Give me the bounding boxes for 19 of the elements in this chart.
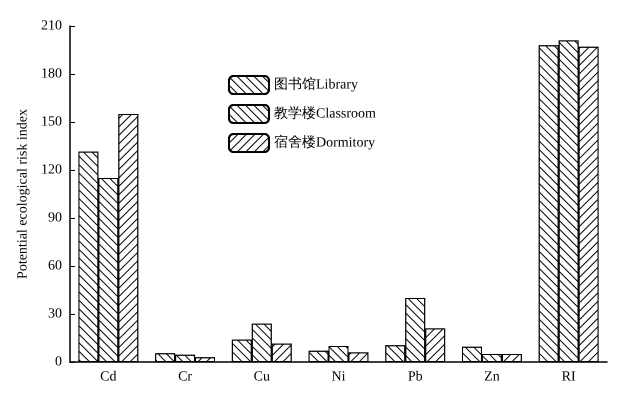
x-tick-label: RI <box>562 370 576 384</box>
legend-label: 教学楼Classroom <box>274 106 376 122</box>
x-tick-label: Pb <box>408 370 423 384</box>
y-tick-label: 0 <box>55 354 62 370</box>
x-tick-label: Zn <box>484 370 500 384</box>
y-tick-label: 90 <box>48 210 62 226</box>
y-tick-label: 30 <box>48 306 62 322</box>
x-tick-label: Ni <box>332 370 346 384</box>
y-tick-label: 150 <box>41 114 62 130</box>
y-tick-label: 120 <box>41 162 62 178</box>
y-tick-label: 210 <box>41 18 62 34</box>
y-tick-label: 60 <box>48 258 62 274</box>
x-tick-label: Cr <box>178 370 192 384</box>
y-axis-title: Potential ecological risk index <box>16 109 30 279</box>
x-tick-label: Cu <box>254 370 270 384</box>
legend-label: 宿舍楼Dormitory <box>274 134 376 150</box>
x-tick-label: Cd <box>100 370 117 384</box>
y-tick-label: 180 <box>41 66 62 82</box>
legend-label: 图书馆Library <box>274 76 358 92</box>
